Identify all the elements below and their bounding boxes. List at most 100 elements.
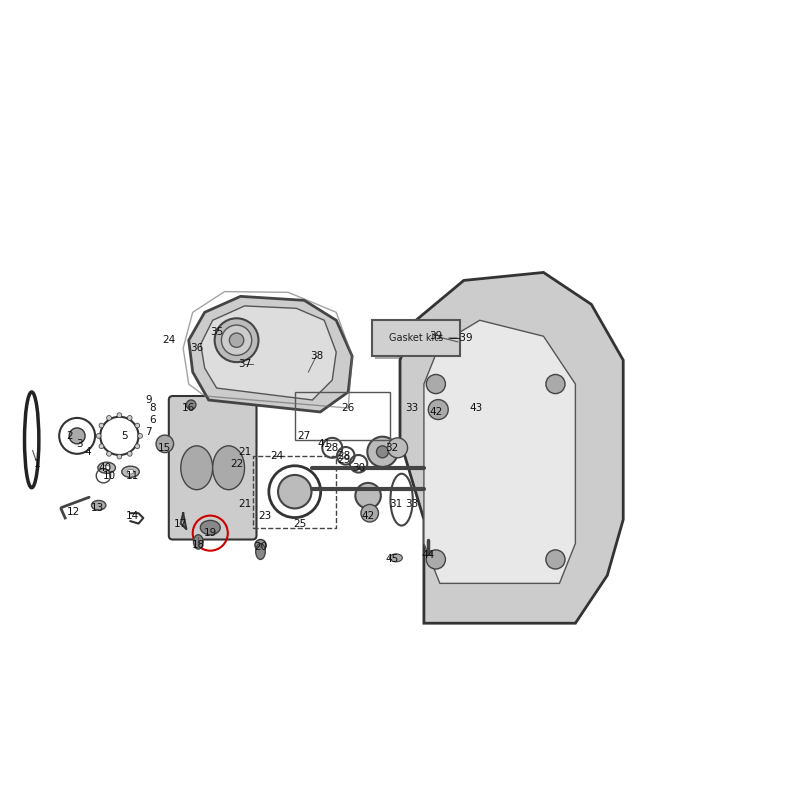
Text: 22: 22 (230, 458, 243, 469)
Ellipse shape (98, 462, 115, 474)
Ellipse shape (103, 466, 110, 470)
Ellipse shape (390, 554, 402, 562)
Ellipse shape (186, 400, 196, 410)
Ellipse shape (367, 437, 398, 467)
PathPatch shape (189, 296, 352, 412)
Ellipse shape (428, 400, 448, 419)
Text: 42: 42 (362, 510, 374, 521)
Ellipse shape (361, 505, 378, 522)
Text: 38: 38 (310, 351, 323, 361)
Ellipse shape (96, 434, 101, 438)
Text: Gasket kits: Gasket kits (389, 334, 443, 343)
Text: 13: 13 (90, 502, 104, 513)
PathPatch shape (424, 320, 575, 583)
Ellipse shape (278, 475, 311, 509)
Ellipse shape (138, 434, 142, 438)
Text: 44: 44 (422, 550, 434, 561)
Text: 27: 27 (298, 431, 311, 441)
Text: 23: 23 (258, 510, 271, 521)
Text: 26: 26 (342, 403, 355, 413)
Text: 30: 30 (352, 462, 365, 473)
Circle shape (546, 550, 565, 569)
FancyBboxPatch shape (169, 396, 257, 539)
Ellipse shape (355, 483, 381, 509)
Text: 45: 45 (386, 554, 398, 565)
Ellipse shape (135, 423, 140, 428)
Ellipse shape (122, 466, 139, 478)
Text: 8: 8 (150, 403, 156, 413)
Text: 11: 11 (126, 470, 139, 481)
Ellipse shape (99, 423, 104, 428)
Text: 29: 29 (338, 454, 351, 465)
Ellipse shape (69, 428, 85, 444)
Ellipse shape (256, 543, 266, 559)
Text: 9: 9 (146, 395, 152, 405)
Text: 18: 18 (192, 540, 205, 550)
Text: 28: 28 (326, 443, 339, 453)
Ellipse shape (156, 435, 174, 453)
Text: 14: 14 (126, 510, 139, 521)
Ellipse shape (388, 438, 407, 458)
Text: —39: —39 (450, 334, 473, 343)
Ellipse shape (127, 451, 132, 456)
Ellipse shape (230, 333, 244, 347)
Ellipse shape (214, 318, 258, 362)
Ellipse shape (213, 446, 245, 490)
Ellipse shape (99, 444, 104, 449)
Text: 17: 17 (174, 518, 187, 529)
Ellipse shape (91, 501, 106, 510)
Ellipse shape (117, 454, 122, 459)
PathPatch shape (201, 306, 336, 400)
Ellipse shape (181, 446, 213, 490)
Text: 39: 39 (430, 331, 442, 342)
FancyBboxPatch shape (375, 323, 463, 359)
Text: 43: 43 (469, 403, 482, 413)
Text: 19: 19 (204, 528, 217, 538)
Ellipse shape (135, 444, 140, 449)
Text: 21: 21 (238, 498, 251, 509)
Text: 33: 33 (406, 403, 418, 413)
Text: 12: 12 (66, 506, 80, 517)
PathPatch shape (400, 273, 623, 623)
Text: 32: 32 (386, 443, 398, 453)
Text: 33: 33 (406, 498, 418, 509)
Text: 25: 25 (294, 518, 307, 529)
Text: 4: 4 (84, 447, 91, 457)
Text: 16: 16 (182, 403, 195, 413)
Text: 35: 35 (210, 327, 223, 338)
Text: 28: 28 (338, 451, 351, 461)
Text: 40: 40 (98, 462, 111, 473)
Ellipse shape (424, 550, 432, 555)
FancyBboxPatch shape (372, 320, 460, 356)
Ellipse shape (127, 415, 132, 420)
Text: 24: 24 (162, 335, 175, 346)
Ellipse shape (106, 415, 111, 420)
Text: 42: 42 (430, 407, 442, 417)
Circle shape (546, 374, 565, 394)
Circle shape (426, 550, 446, 569)
Text: 21: 21 (238, 447, 251, 457)
Text: 6: 6 (150, 415, 156, 425)
Ellipse shape (255, 539, 266, 550)
Text: 15: 15 (158, 443, 171, 453)
Bar (294, 392, 390, 440)
Ellipse shape (117, 413, 122, 418)
Text: 5: 5 (122, 431, 128, 441)
Text: 3: 3 (76, 439, 83, 449)
Text: 20: 20 (254, 542, 267, 553)
Text: 10: 10 (102, 470, 115, 481)
Ellipse shape (127, 470, 134, 474)
Text: 37: 37 (238, 359, 251, 369)
Text: 24: 24 (270, 451, 283, 461)
Ellipse shape (222, 325, 252, 355)
Ellipse shape (106, 451, 111, 456)
Circle shape (426, 374, 446, 394)
Text: 2: 2 (66, 431, 73, 441)
Text: 41: 41 (318, 439, 331, 449)
Text: 7: 7 (146, 427, 152, 437)
Text: 36: 36 (190, 343, 203, 353)
Ellipse shape (200, 520, 220, 534)
Text: 1: 1 (34, 458, 41, 469)
Ellipse shape (377, 446, 389, 458)
Ellipse shape (194, 534, 203, 549)
